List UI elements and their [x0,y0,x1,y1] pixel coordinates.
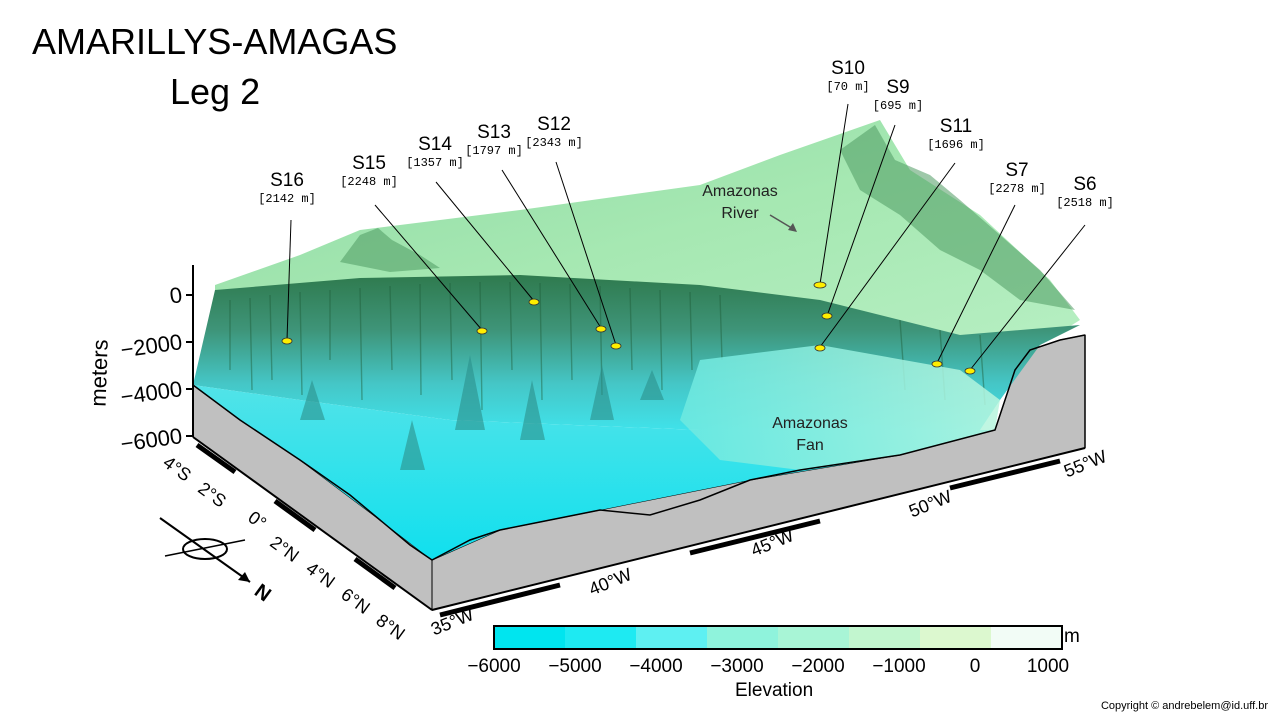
station-label-s13: S13 [1797 m] [465,122,523,158]
box-front-profile [192,334,1086,561]
station-leaders [286,103,1086,371]
seamounts [300,355,664,470]
canyon-streaks [229,281,986,411]
colorbar-segment [636,626,708,649]
colorbar-segment [707,626,779,649]
lon-axis-line [431,447,1086,611]
station-label-s9: S9 [695 m] [872,77,924,113]
station-marker-s13 [595,325,607,333]
station-marker-s10 [813,281,827,289]
station-label-s7: S7 [2278 m] [988,160,1046,196]
title-line-1: AMARILLYS-AMAGAS [32,21,398,62]
colorbar-segment [778,626,850,649]
deep-sea-floor [193,385,995,560]
colorbar-unit: m [1064,626,1080,647]
colorbar-tick-7: 1000 [1026,656,1070,677]
station-marker-s9 [821,312,833,320]
colorbar-segment [849,626,921,649]
colorbar-tick-6: 0 [969,656,981,677]
station-marker-s7 [931,360,943,368]
station-label-s16: S16 [2142 m] [258,170,316,206]
colorbar-frame [493,625,1063,650]
station-label-s10: S10 [70 m] [826,58,870,94]
copyright-text: Copyright © andrebelem@id.uff.br [1100,700,1268,712]
colorbar-segment [920,626,992,649]
mountain-ridges [340,125,1075,310]
station-marker-s6 [964,367,976,375]
station-marker-s16 [281,337,293,345]
colorbar-segment [494,626,566,649]
station-label-s12: S12 [2343 m] [525,114,583,150]
station-label-s14: S14 [1357 m] [406,134,464,170]
colorbar-tick-5: −1000 [872,656,926,677]
title-line-2: Leg 2 [170,71,261,112]
frame-bar-lat [195,442,397,591]
station-markers [281,281,976,375]
station-label-s11: S11 [1696 m] [927,116,985,152]
station-label-s6: S6 [2518 m] [1056,174,1114,210]
lat-axis-line [192,436,433,611]
colorbar-tick-2: −4000 [629,656,683,677]
amazon-fan-surface [680,345,1000,470]
colorbar-tick-4: −2000 [791,656,845,677]
river-arrowhead [788,223,797,232]
station-marker-s15 [476,327,488,335]
colorbar-tick-3: −3000 [710,656,764,677]
annotation-amazonas-fan: Amazonas Fan [772,415,848,454]
colorbar-label: Elevation [735,680,814,701]
colorbar-tick-1: −5000 [548,656,602,677]
compass-rose [159,517,251,583]
station-label-s15: S15 [2248 m] [340,153,398,189]
station-marker-s11 [814,344,826,352]
station-marker-s12 [610,342,622,350]
annotation-amazonas-river: Amazonas River [702,183,778,222]
station-marker-s14 [528,298,540,306]
colorbar-segment [565,626,637,649]
colorbar [494,626,1063,649]
colorbar-segment [991,626,1063,649]
z-ticks [186,294,193,437]
frame-bar-lon [439,458,1061,618]
colorbar-tick-0: −6000 [467,656,521,677]
